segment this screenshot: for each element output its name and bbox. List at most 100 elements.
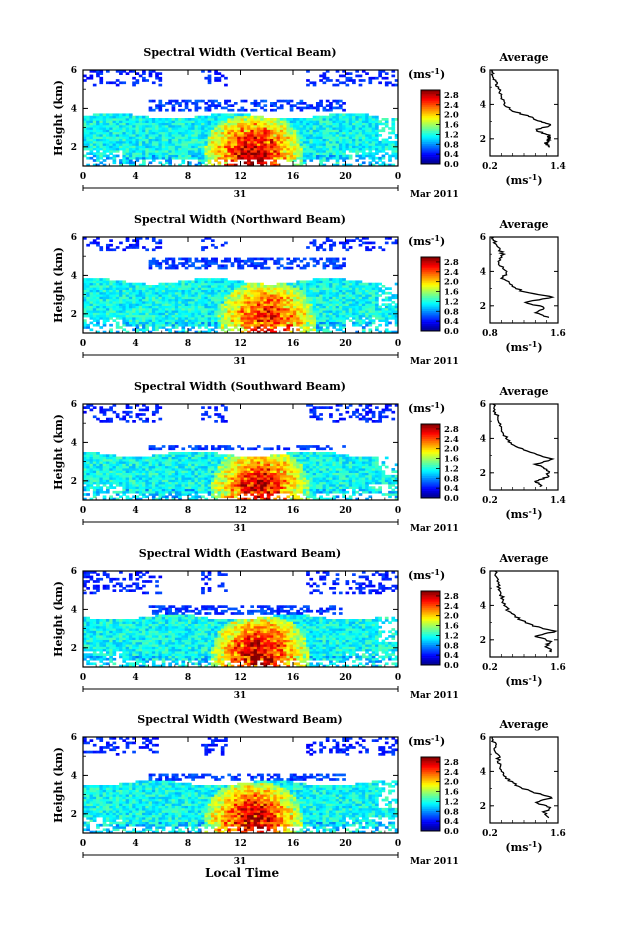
heatmap-cell [188, 259, 192, 263]
heatmap-cell [283, 143, 287, 146]
heatmap-cell [371, 291, 376, 295]
heatmap-cell [132, 161, 136, 165]
panel-1: Spectral Width (Northward Beam)246Height… [52, 213, 566, 367]
heatmap-cell [181, 150, 186, 153]
heatmap-cell [260, 312, 264, 316]
heatmap-cell [217, 314, 222, 318]
heatmap-cell [105, 136, 110, 139]
heatmap-cell [253, 136, 258, 139]
heatmap-cell [270, 298, 274, 302]
heatmap-cell [358, 291, 363, 295]
heatmap-cell [325, 259, 330, 263]
heatmap-cell [335, 282, 340, 286]
heatmap-cell [342, 159, 346, 162]
heatmap-cell [83, 493, 87, 496]
heatmap-cell [132, 76, 136, 80]
colorbar-segment [421, 262, 440, 265]
heatmap-cell [125, 490, 130, 494]
heatmap-cell [171, 317, 176, 320]
heatmap-cell [394, 241, 399, 245]
heatmap-cell [355, 131, 360, 135]
heatmap-cell [381, 312, 386, 316]
heatmap-cell [384, 143, 389, 146]
heatmap-cell [338, 323, 343, 327]
heatmap-cell [171, 307, 176, 311]
heatmap-cell [125, 159, 130, 162]
heatmap-cell [115, 154, 120, 158]
heatmap-cell [319, 301, 323, 304]
heatmap-cell [161, 140, 166, 144]
heatmap-cell [135, 120, 140, 123]
heatmap-cell [207, 152, 212, 155]
heatmap-cell [161, 287, 166, 290]
heatmap-cell [122, 490, 127, 494]
heatmap-cell [181, 291, 186, 295]
heatmap-cell [378, 317, 382, 320]
heatmap-cell [148, 305, 153, 309]
heatmap-cell [276, 282, 281, 286]
heatmap-cell [375, 118, 379, 121]
heatmap-cell [312, 129, 317, 133]
heatmap-cell [342, 136, 346, 139]
heatmap-cell [148, 106, 153, 110]
heatmap-cell [155, 143, 159, 146]
heatmap-cell [171, 301, 176, 304]
heatmap-cell [168, 330, 172, 334]
heatmap-cell [302, 124, 307, 128]
heatmap-cell [119, 134, 123, 137]
heatmap-cell [322, 150, 327, 153]
heatmap-cell [325, 143, 330, 146]
heatmap-cell [240, 150, 245, 153]
heatmap-cell [86, 307, 90, 311]
heatmap-cell [171, 99, 176, 103]
heatmap-cell [122, 415, 127, 419]
heatmap-cell [342, 246, 346, 249]
heatmap-cell [92, 486, 97, 489]
heatmap-cell [99, 289, 104, 293]
heatmap-cell [247, 113, 251, 117]
heatmap-cell [358, 145, 363, 149]
heatmap-cell [338, 145, 343, 149]
heatmap-cell [335, 113, 340, 117]
heatmap-cell [375, 289, 379, 293]
heatmap-cell [329, 307, 333, 311]
heatmap-cell [315, 150, 320, 153]
heatmap-cell [348, 79, 353, 82]
heatmap-cell [368, 76, 373, 80]
heatmap-cell [365, 241, 369, 245]
heatmap-cell [217, 140, 222, 144]
heatmap-cell [217, 150, 222, 153]
heatmap-cell [188, 161, 192, 165]
heatmap-cell [184, 156, 189, 160]
heatmap-cell [240, 145, 245, 149]
heatmap-cell [197, 143, 202, 146]
heatmap-cell [165, 161, 169, 165]
heatmap-cell [348, 118, 353, 121]
heatmap-cell [92, 456, 97, 460]
heatmap-cell [315, 307, 320, 311]
heatmap-cell [273, 312, 277, 316]
heatmap-cell [253, 134, 258, 137]
heatmap-cell [329, 243, 333, 247]
heatmap-cell [296, 147, 300, 151]
heatmap-cell [365, 118, 369, 121]
heatmap-cell [181, 312, 186, 316]
heatmap-cell [161, 131, 166, 135]
heatmap-cell [286, 156, 291, 160]
heatmap-cell [315, 129, 320, 133]
heatmap-cell [365, 147, 369, 151]
heatmap-cell [174, 291, 179, 295]
heatmap-cell [197, 129, 202, 133]
heatmap-cell [194, 330, 199, 334]
heatmap-cell [96, 152, 100, 155]
heatmap-cell [315, 143, 320, 146]
heatmap-cell [224, 280, 228, 284]
heatmap-cell [348, 312, 353, 316]
heatmap-cell [329, 113, 333, 117]
heatmap-cell [99, 72, 104, 75]
heatmap-cell [227, 303, 232, 306]
heatmap-cell [96, 113, 100, 117]
heatmap-cell [96, 118, 100, 121]
heatmap-cell [224, 134, 228, 137]
heatmap-cell [319, 307, 323, 311]
